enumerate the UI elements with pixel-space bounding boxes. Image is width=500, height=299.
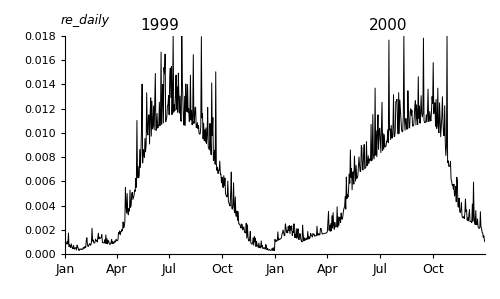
Text: re_daily: re_daily: [61, 14, 110, 27]
Text: 2000: 2000: [368, 19, 407, 33]
Text: 1999: 1999: [140, 19, 179, 33]
